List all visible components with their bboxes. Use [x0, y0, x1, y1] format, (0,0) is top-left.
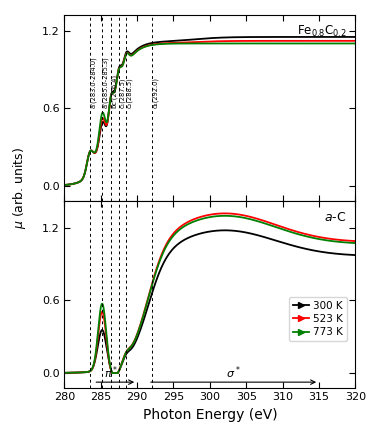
Legend: 300 K, 523 K, 773 K: 300 K, 523 K, 773 K — [289, 297, 347, 341]
Text: $\sigma^*$: $\sigma^*$ — [226, 364, 241, 381]
Text: Fe$_{0.8}$C$_{0.2}$: Fe$_{0.8}$C$_{0.2}$ — [297, 24, 347, 39]
Text: bc'(286.4): bc'(286.4) — [111, 74, 118, 108]
Text: c₁(287.5): c₁(287.5) — [119, 78, 126, 108]
Text: $\pi^*$: $\pi^*$ — [104, 364, 119, 381]
Text: $\mu$ (arb. units): $\mu$ (arb. units) — [11, 147, 29, 229]
Text: a'(285.0-285.3): a'(285.0-285.3) — [102, 56, 109, 108]
X-axis label: Photon Energy (eV): Photon Energy (eV) — [142, 408, 277, 422]
Text: d₁(292.0): d₁(292.0) — [152, 77, 158, 108]
Text: c₂(288.5): c₂(288.5) — [126, 77, 133, 108]
Text: a'(283.0-284.0): a'(283.0-284.0) — [90, 56, 97, 108]
Text: $a$-C: $a$-C — [324, 211, 347, 224]
